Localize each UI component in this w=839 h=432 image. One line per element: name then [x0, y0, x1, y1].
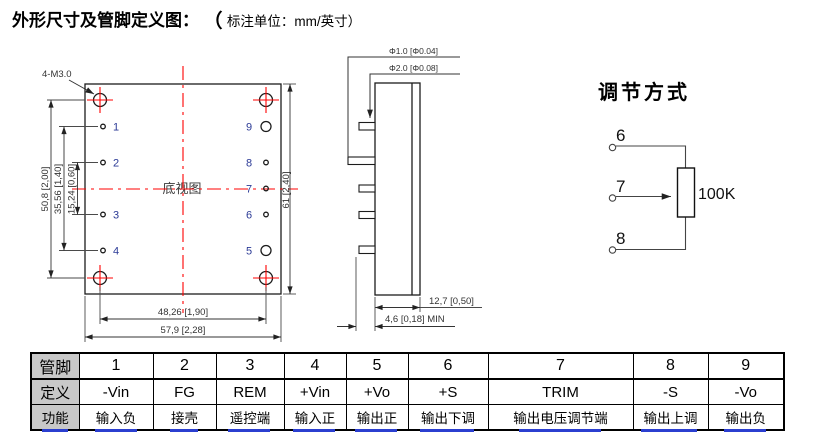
pin-cell-2: 2	[152, 352, 217, 380]
page-title: 外形尺寸及管脚定义图： （ 标注单位：mm/英寸）	[12, 6, 361, 33]
dim-12-7-label: 12,7 [0,50]	[429, 296, 474, 307]
pin-label-5: 5	[246, 246, 252, 258]
side-view-pins	[347, 121, 376, 255]
mounting-callout-label: 4-M3.0	[42, 69, 72, 80]
pin-cell-5: 5	[345, 352, 409, 380]
dim-pin-dia-big: Φ2.0 [Φ0.08]	[367, 63, 460, 118]
dim-hole-span-h: 48,26 [1,90]	[99, 287, 267, 324]
fun-cell-3: 遥控端	[215, 404, 285, 431]
pin-label-1: 1	[113, 122, 119, 134]
dim-pin-dia-small: Φ1.0 [Φ0.04]	[347, 46, 460, 157]
dim-pin-span-outer: 35,56 [1,40]	[53, 126, 98, 251]
potentiometer-symbol	[676, 167, 696, 218]
pin-label-2: 2	[113, 158, 119, 170]
mounting-hole-top-left	[87, 87, 113, 113]
dim-body-height: 61 [2,40]	[281, 83, 296, 295]
fun-cell-7: 输出电压调节端	[487, 404, 634, 431]
fun-cell-6: 输出下调	[407, 404, 489, 431]
dim-pin-length: 4,6 [0,18] MIN	[337, 257, 455, 331]
mounting-callout: 4-M3.0	[42, 69, 95, 95]
fun-cell-5: 输出正	[345, 404, 409, 431]
dim-phi2-label: Φ2.0 [Φ0.08]	[389, 63, 438, 73]
title-unit-note: 标注单位：mm/英寸）	[226, 14, 362, 29]
pin-cell-8: 8	[632, 352, 709, 380]
dim-pin-span-inner: 15,24 [0,60]	[67, 162, 98, 215]
dim-57-9-label: 57,9 [2,28]	[161, 325, 206, 336]
def-cell-8: -S	[632, 378, 709, 405]
dim-phi1-label: Φ1.0 [Φ0.04]	[389, 46, 438, 56]
fun-cell-2: 接壳	[152, 404, 217, 431]
dim-4-6-label: 4,6 [0,18] MIN	[385, 314, 445, 325]
pin-label-3: 3	[113, 210, 119, 222]
right-pin-row: 9 8 7 6 5	[246, 120, 272, 258]
fun-cell-1: 输入负	[78, 404, 154, 431]
fun-cell-4: 输入正	[283, 404, 347, 431]
row-header-function: 功能	[30, 404, 80, 431]
title-main: 外形尺寸及管脚定义图：	[12, 11, 199, 30]
adj-terminal-7: 7	[616, 177, 625, 196]
side-body-outline	[374, 82, 421, 296]
row-header-definition: 定义	[30, 378, 80, 405]
pin-definition-table: 管脚 1 2 3 4 5 6 7 8 9 定义 -Vin FG REM +Vin…	[30, 352, 785, 431]
table-row-pin-numbers: 管脚 1 2 3 4 5 6 7 8 9	[30, 352, 785, 380]
pin-label-7: 7	[246, 184, 252, 196]
dim-48-26-label: 48,26 [1,90]	[158, 307, 208, 318]
def-cell-5: +Vo	[345, 378, 409, 405]
dim-61-label: 61 [2,40]	[281, 172, 292, 209]
row-header-pin: 管脚	[30, 352, 80, 380]
def-cell-1: -Vin	[78, 378, 154, 405]
title-paren-open: （	[203, 11, 223, 32]
mounting-hole-bottom-right	[253, 265, 279, 291]
dimension-drawing: 底视图 1 2 3 4	[40, 46, 736, 342]
pin-label-9: 9	[246, 122, 252, 134]
pin-cell-3: 3	[215, 352, 285, 380]
dim-hole-span-v: 50,8 [2,00]	[40, 99, 85, 279]
mounting-hole-top-right	[253, 87, 279, 113]
pin-label-8: 8	[246, 158, 252, 170]
dim-15-24-label: 15,24 [0,60]	[67, 164, 78, 214]
adj-terminal-8: 8	[616, 229, 625, 248]
pin-cell-6: 6	[407, 352, 489, 380]
def-cell-4: +Vin	[283, 378, 347, 405]
pin-label-4: 4	[113, 246, 119, 258]
adj-terminal-6: 6	[616, 126, 625, 145]
dim-body-thickness: 12,7 [0,50]	[375, 296, 482, 312]
bottom-view: 底视图 1 2 3 4	[40, 66, 298, 342]
def-cell-2: FG	[152, 378, 217, 405]
pin-cell-7: 7	[487, 352, 634, 380]
def-cell-3: REM	[215, 378, 285, 405]
mounting-hole-bottom-left	[87, 265, 113, 291]
side-view: Φ1.0 [Φ0.04] Φ2.0 [Φ0.08] 12,7 [0,50] 4,…	[337, 46, 482, 331]
table-row-functions: 功能 输入负 接壳 遥控端 输入正 输出正 输出下调 输出电压调节端 输出上调 …	[30, 404, 785, 431]
def-cell-9: -Vo	[707, 378, 785, 405]
dim-body-width: 57,9 [2,28]	[84, 296, 282, 342]
fun-cell-9: 输出负	[707, 404, 785, 431]
pin-cell-9: 9	[707, 352, 785, 380]
table-row-definitions: 定义 -Vin FG REM +Vin +Vo +S TRIM -S -Vo	[30, 378, 785, 405]
potentiometer-value: 100K	[698, 186, 736, 203]
fun-cell-8: 输出上调	[632, 404, 709, 431]
pin-cell-1: 1	[78, 352, 154, 380]
adjustment-title: 调节方式	[598, 80, 690, 104]
dim-50-8-label: 50,8 [2,00]	[40, 167, 51, 212]
def-cell-7: TRIM	[487, 378, 634, 405]
adjustment-diagram: 调节方式 6 7 8 100K	[598, 80, 736, 254]
left-pin-row: 1 2 3 4	[100, 122, 119, 258]
dim-35-56-label: 35,56 [1,40]	[53, 164, 64, 214]
pin-cell-4: 4	[283, 352, 347, 380]
def-cell-6: +S	[407, 378, 489, 405]
pin-label-6: 6	[246, 210, 252, 222]
